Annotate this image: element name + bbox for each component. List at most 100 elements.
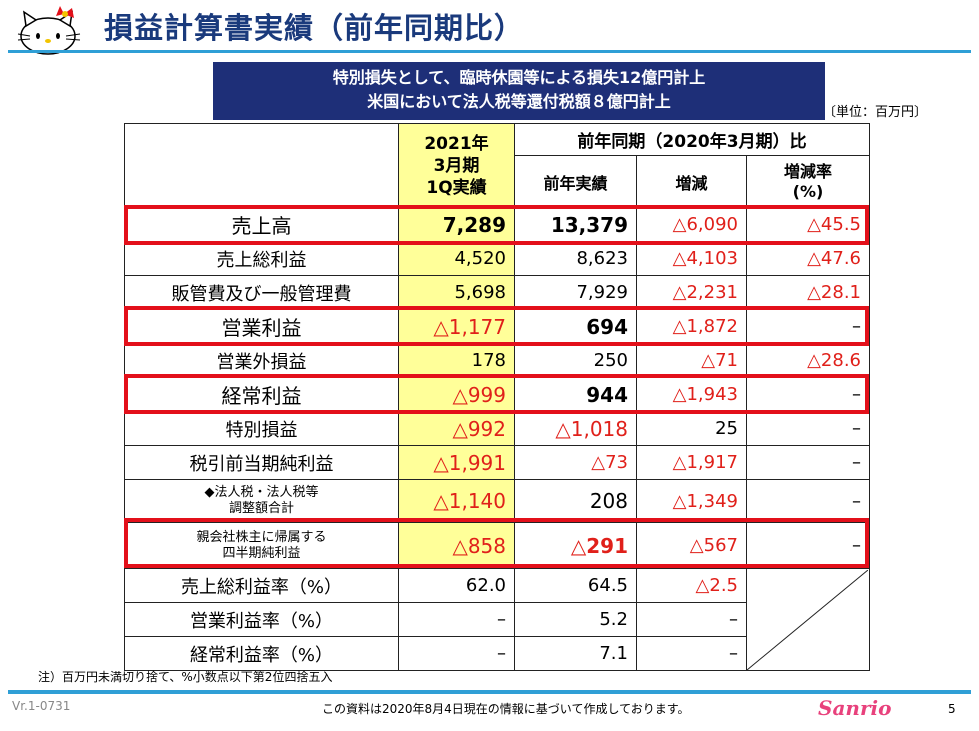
- cell-change: △1,917: [636, 445, 747, 480]
- table-row: 特別損益 △992 △1,018 25 –: [124, 411, 870, 446]
- header-current-line-2: 3月期: [433, 155, 480, 176]
- cell-prior: △73: [514, 445, 637, 480]
- row-label-line-1: ◆法人税・法人税等: [204, 485, 319, 500]
- cell-change: △1,349: [636, 479, 747, 523]
- cell-prior: 208: [514, 479, 637, 523]
- header-current-period: 2021年 3月期 1Q実績: [398, 123, 515, 208]
- row-label: 営業外損益: [124, 343, 399, 378]
- cell-current: 62.0: [398, 568, 515, 603]
- row-label: 経常利益率（%）: [124, 636, 399, 671]
- row-label-line-1: 親会社株主に帰属する: [196, 529, 327, 545]
- row-label: 販管費及び一般管理費: [124, 275, 399, 310]
- cell-current: –: [398, 602, 515, 637]
- cell-rate: △28.6: [746, 343, 870, 378]
- cell-change: △71: [636, 343, 747, 378]
- diagonal-blank-cell: [746, 568, 870, 671]
- cell-rate: △28.1: [746, 275, 870, 310]
- table-row: ◆法人税・法人税等 調整額合計 △1,140 208 △1,349 –: [124, 479, 870, 523]
- footer-divider: [8, 690, 971, 694]
- cell-rate: –: [746, 445, 870, 480]
- cell-rate: △45.5: [746, 207, 870, 242]
- table-row: 税引前当期純利益 △1,991 △73 △1,917 –: [124, 445, 870, 480]
- cell-current: –: [398, 636, 515, 671]
- cell-change: –: [636, 636, 747, 671]
- cell-prior: △291: [514, 522, 637, 569]
- header-rate-line-1: 増減率: [783, 161, 832, 181]
- hello-kitty-logo-icon: [14, 6, 86, 56]
- row-label: 経常利益: [124, 377, 399, 412]
- banner-line-2: 米国において法人税等還付税額８億円計上: [367, 92, 671, 111]
- table-row: 売上総利益率（%） 62.0 64.5 △2.5: [124, 568, 870, 671]
- table-row: 営業外損益 178 250 △71 △28.6: [124, 343, 870, 378]
- diagonal-line: [747, 569, 868, 670]
- cell-current: 4,520: [398, 241, 515, 276]
- cell-change: △2.5: [636, 568, 747, 603]
- row-label-line-2: 四半期純利益: [222, 545, 301, 561]
- table-row: 売上総利益 4,520 8,623 △4,103 △47.6: [124, 241, 870, 276]
- header-current-line-3: 1Q実績: [426, 177, 487, 198]
- cell-change: 25: [636, 411, 747, 446]
- row-label: 売上総利益率（%）: [124, 568, 399, 603]
- table-row: 販管費及び一般管理費 5,698 7,929 △2,231 △28.1: [124, 275, 870, 310]
- header-blank-cell: [124, 123, 399, 208]
- cell-current: △1,991: [398, 445, 515, 480]
- cell-rate: △47.6: [746, 241, 870, 276]
- cell-current: △992: [398, 411, 515, 446]
- cell-rate: –: [746, 377, 870, 412]
- cell-prior: 13,379: [514, 207, 637, 242]
- cell-prior: 8,623: [514, 241, 637, 276]
- page-number: 5: [948, 702, 956, 716]
- cell-current: 5,698: [398, 275, 515, 310]
- header-rate-line-2: (%): [792, 181, 824, 201]
- cell-current: △1,140: [398, 479, 515, 523]
- income-statement-table: 2021年 3月期 1Q実績 前年同期（2020年3月期）比 前年実績 増減 増…: [124, 123, 870, 671]
- disclaimer-text: この資料は2020年8月4日現在の情報に基づいて作成しております。: [322, 702, 690, 716]
- table-row: 経常利益 △999 944 △1,943 –: [124, 377, 870, 412]
- cell-current: 178: [398, 343, 515, 378]
- header-prior-actual: 前年実績: [514, 155, 637, 208]
- table-row: 親会社株主に帰属する 四半期純利益 △858 △291 △567 –: [124, 522, 870, 569]
- header-prior-group: 前年同期（2020年3月期）比: [514, 123, 870, 156]
- header-row: 2021年 3月期 1Q実績 前年同期（2020年3月期）比: [124, 123, 870, 208]
- cell-prior: 944: [514, 377, 637, 412]
- header-change: 増減: [636, 155, 747, 208]
- row-label: ◆法人税・法人税等 調整額合計: [124, 479, 399, 523]
- row-label: 売上総利益: [124, 241, 399, 276]
- row-label-line-2: 調整額合計: [228, 501, 294, 516]
- cell-prior: 7,929: [514, 275, 637, 310]
- table-row: 経常利益率（%） – 7.1 –: [124, 636, 870, 671]
- row-label: 営業利益率（%）: [124, 602, 399, 637]
- banner-line-1: 特別損失として、臨時休園等による損失12億円計上: [332, 68, 706, 87]
- header-current-line-1: 2021年: [424, 133, 489, 154]
- highlight-frame-net-income: [124, 518, 869, 568]
- highlight-frame-sales: [124, 205, 869, 245]
- cell-rate: –: [746, 479, 870, 523]
- header-change-rate: 増減率 (%): [746, 155, 870, 208]
- unit-label: 〔単位：百万円〕: [823, 105, 928, 120]
- highlight-frame-ordinary-income: [124, 374, 869, 414]
- cell-current: △999: [398, 377, 515, 412]
- cell-current: △1,177: [398, 309, 515, 344]
- sanrio-logo: Sanrio: [818, 696, 892, 720]
- footnote-rounding: 注）百万円未満切り捨て、%小数点以下第2位四捨五入: [38, 670, 333, 684]
- row-label: 特別損益: [124, 411, 399, 446]
- row-label: 税引前当期純利益: [124, 445, 399, 480]
- version-label: Vr.1-0731: [12, 699, 71, 713]
- cell-change: –: [636, 602, 747, 637]
- cell-prior: △1,018: [514, 411, 637, 446]
- cell-current: △858: [398, 522, 515, 569]
- cell-change: △4,103: [636, 241, 747, 276]
- cell-rate: –: [746, 522, 870, 569]
- page-title: 損益計算書実績（前年同期比）: [104, 11, 525, 45]
- cell-change: △2,231: [636, 275, 747, 310]
- cell-rate: –: [746, 411, 870, 446]
- cell-prior: 250: [514, 343, 637, 378]
- cell-change: △567: [636, 522, 747, 569]
- title-divider: [8, 50, 971, 53]
- cell-prior: 64.5: [514, 568, 637, 603]
- highlight-banner: 特別損失として、臨時休園等による損失12億円計上 米国において法人税等還付税額８…: [213, 62, 825, 120]
- row-label: 親会社株主に帰属する 四半期純利益: [124, 522, 399, 569]
- cell-prior: 7.1: [514, 636, 637, 671]
- cell-prior: 5.2: [514, 602, 637, 637]
- highlight-frame-operating-income: [124, 306, 869, 346]
